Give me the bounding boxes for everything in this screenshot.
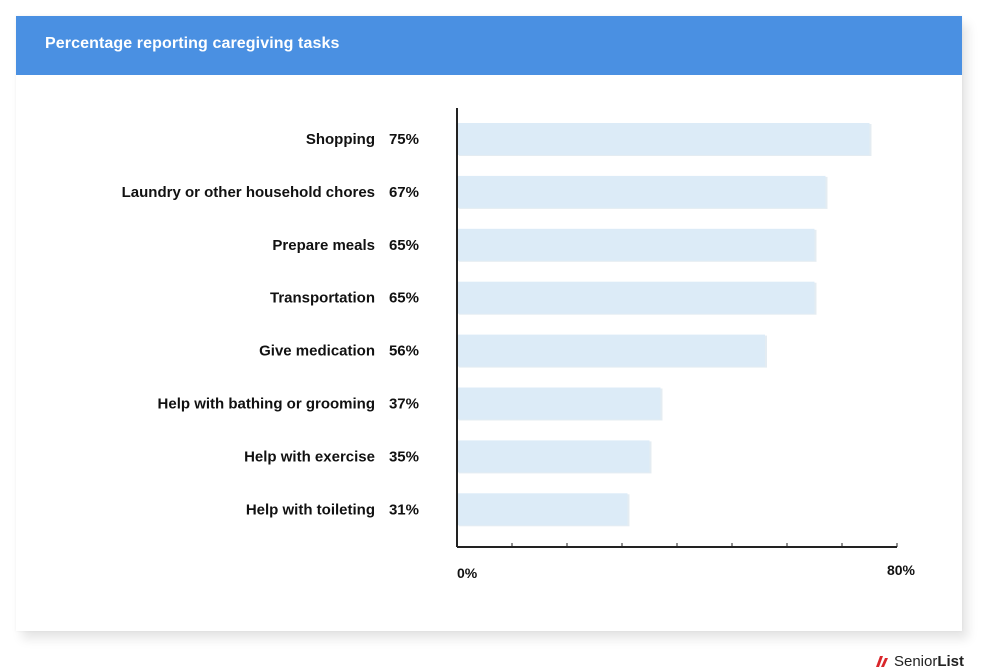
category-label: Shopping: [306, 131, 375, 148]
brand-name: SeniorList: [894, 653, 964, 670]
value-label: 35%: [389, 448, 419, 465]
x-tick-label: 80%: [887, 562, 916, 578]
bar: [457, 334, 765, 367]
bar: [457, 440, 650, 473]
value-label: 65%: [389, 237, 419, 254]
category-label: Help with toileting: [246, 501, 375, 518]
brand-name-bold: List: [937, 652, 964, 670]
brand-logo: SeniorList: [874, 651, 964, 671]
brand-name-regular: Senior: [893, 652, 938, 670]
value-label: 75%: [389, 131, 419, 148]
bar: [457, 228, 815, 261]
bar: [457, 493, 628, 526]
x-tick-label: 0%: [457, 565, 478, 581]
category-label: Give medication: [259, 343, 375, 360]
bar: [457, 281, 815, 314]
chart-title: Percentage reporting caregiving tasks: [45, 35, 340, 52]
value-label: 56%: [389, 343, 419, 360]
card-header: Percentage reporting caregiving tasks: [16, 16, 962, 75]
category-label: Help with bathing or grooming: [158, 396, 375, 413]
value-label: 65%: [389, 290, 419, 307]
senior-list-logo-icon: [875, 656, 888, 667]
category-label: Help with exercise: [244, 448, 375, 465]
category-label: Prepare meals: [272, 237, 375, 254]
category-label: Transportation: [270, 290, 375, 307]
bar: [457, 175, 826, 208]
bar: [457, 387, 661, 420]
value-label: 37%: [389, 396, 419, 413]
bar: [457, 123, 870, 155]
chart-card: Percentage reporting caregiving tasks: [16, 16, 962, 631]
category-label: Laundry or other household chores: [122, 184, 375, 201]
value-label: 31%: [389, 501, 419, 518]
value-label: 67%: [389, 184, 419, 201]
